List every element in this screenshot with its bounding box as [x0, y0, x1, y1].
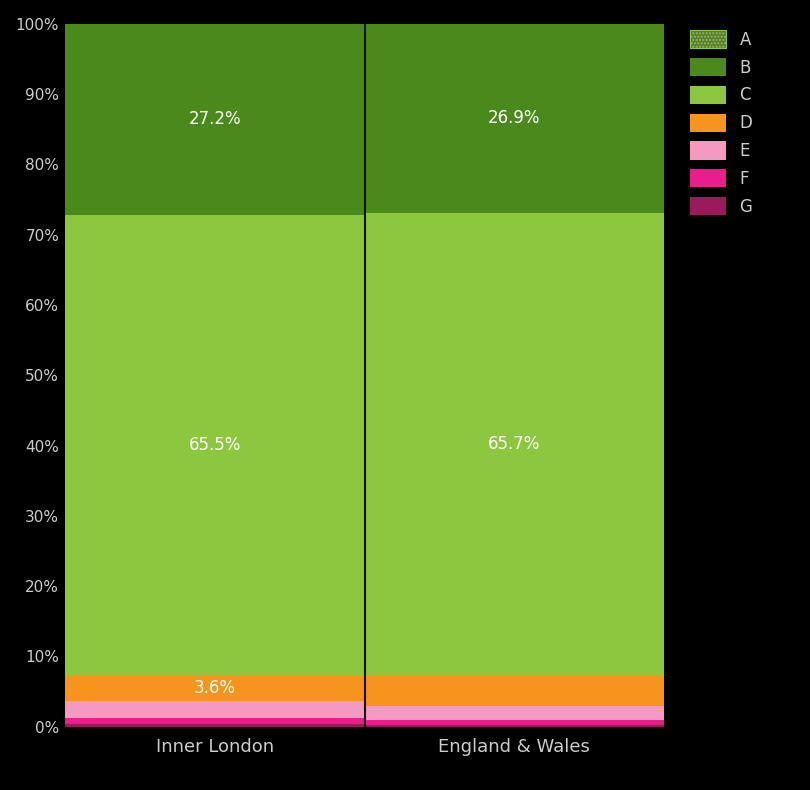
Text: 65.7%: 65.7% [488, 435, 540, 453]
Bar [364, 706, 664, 720]
Text: 3.6%: 3.6% [194, 679, 236, 697]
Text: 26.9%: 26.9% [488, 109, 540, 127]
Bar [65, 724, 364, 727]
Bar [65, 215, 364, 675]
Text: 27.2%: 27.2% [189, 111, 241, 128]
Bar [65, 701, 364, 718]
Bar [364, 675, 664, 706]
Bar [65, 24, 364, 215]
Bar [364, 24, 664, 213]
Bar [65, 718, 364, 724]
Bar [364, 724, 664, 727]
Bar [65, 675, 364, 701]
Legend: A, B, C, D, E, F, G: A, B, C, D, E, F, G [684, 25, 757, 220]
Bar [364, 720, 664, 724]
Bar [364, 213, 664, 675]
Text: 65.5%: 65.5% [189, 436, 241, 454]
